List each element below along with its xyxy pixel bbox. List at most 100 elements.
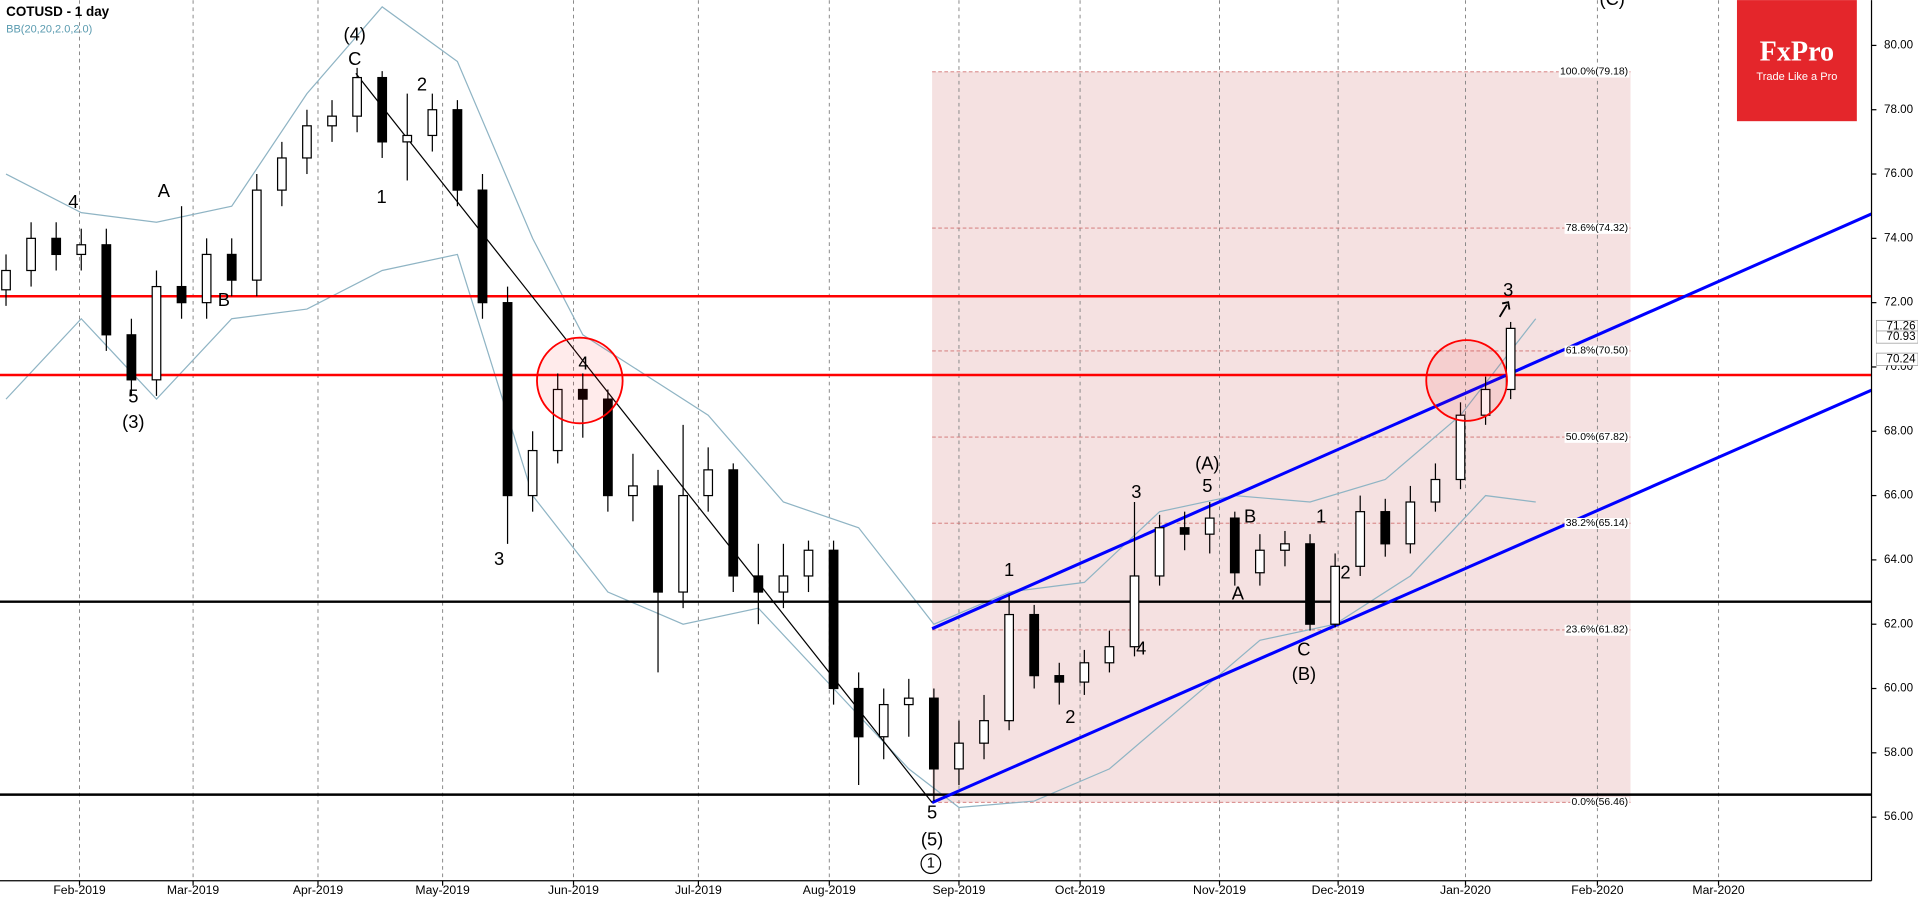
candle-body	[527, 449, 538, 497]
wave-label: B	[1244, 505, 1256, 526]
x-tick-label: Aug-2019	[803, 883, 856, 897]
wave-label: B	[218, 289, 230, 310]
y-tick-label: 58.00	[1884, 746, 1913, 759]
candle-body	[1054, 675, 1065, 683]
candle-body	[1430, 478, 1441, 503]
candle-body	[653, 485, 663, 593]
x-tick-label: Nov-2019	[1193, 883, 1246, 897]
candle-body	[828, 549, 839, 690]
candle-body	[878, 703, 889, 738]
wave-label: 3	[1131, 481, 1141, 502]
price-tag-label: 70.93	[1886, 330, 1915, 343]
candle-body	[703, 469, 714, 497]
wave-label: 4	[1136, 637, 1146, 658]
wave-label: (4)	[344, 23, 366, 44]
wave-label: 1	[1316, 505, 1326, 526]
candle-body	[753, 575, 764, 593]
x-tick-label: Dec-2019	[1312, 883, 1365, 897]
wave-label: (C)	[1599, 0, 1624, 9]
y-tick-label: 68.00	[1884, 424, 1913, 437]
y-tick-label: 76.00	[1884, 167, 1913, 180]
band-lower	[5, 253, 1536, 809]
candle-body	[954, 742, 964, 770]
wave-label: A	[158, 180, 171, 201]
fib-label: 0.0%(56.46)	[1572, 797, 1629, 808]
candle-body	[678, 494, 688, 593]
logo-brand: FxPro	[1760, 36, 1834, 67]
wave-label: C	[1297, 639, 1310, 660]
candle-body	[602, 398, 613, 497]
logo-box	[1736, 0, 1857, 122]
arrow	[1498, 301, 1511, 318]
y-tick-label: 80.00	[1884, 38, 1913, 51]
wave-label: 1	[927, 856, 935, 872]
price-tag-label: 71.26	[1886, 320, 1915, 333]
candle-body	[176, 285, 187, 304]
circled-wave	[920, 853, 942, 875]
candle-body	[201, 253, 212, 304]
wave-label: 3	[1503, 279, 1513, 300]
wave-label: (A)	[1195, 453, 1219, 474]
price-tag	[1876, 352, 1918, 366]
x-tick-label: Oct-2019	[1055, 883, 1105, 897]
candle-body	[1405, 501, 1416, 545]
candle-body	[1505, 327, 1516, 391]
x-tick-label: Sep-2019	[932, 883, 985, 897]
candle-body	[1254, 549, 1265, 574]
candle-body	[1380, 511, 1391, 545]
x-tick-label: Mar-2019	[167, 883, 219, 897]
fib-label-bg	[1564, 345, 1630, 357]
price-tag	[1876, 330, 1918, 344]
trend-line	[931, 212, 1872, 631]
wave-label: (B)	[1292, 663, 1316, 684]
candle-body	[728, 469, 739, 577]
candle-body	[452, 109, 463, 191]
wave-label: 2	[1340, 562, 1350, 583]
x-tick-label: Jan-2020	[1440, 883, 1491, 897]
y-tick-label: 60.00	[1884, 682, 1913, 695]
candle-body	[1004, 613, 1015, 722]
candle-body	[903, 697, 914, 706]
wave-label: (3)	[122, 411, 144, 432]
candle-body	[251, 189, 262, 281]
x-tick-label: Apr-2019	[293, 883, 343, 897]
candle-body	[151, 285, 162, 381]
candle-body	[352, 76, 362, 117]
fib-label: 78.6%(74.32)	[1566, 223, 1628, 234]
plot-area	[0, 0, 1872, 881]
wave-label: 4	[578, 352, 588, 373]
x-tick-label: Feb-2020	[1571, 883, 1624, 897]
candle-body	[226, 253, 237, 281]
candle-body	[502, 302, 513, 497]
x-tick-label: Feb-2019	[53, 883, 106, 897]
candle-body	[1129, 575, 1140, 648]
candle-body	[1280, 543, 1290, 551]
candle-body	[327, 115, 337, 127]
wave-label: 4	[68, 191, 78, 212]
fib-label: 100.0%(79.18)	[1560, 67, 1628, 78]
y-tick-label: 62.00	[1884, 617, 1913, 630]
x-tick-label: Jun-2019	[548, 883, 599, 897]
x-tick-label: Jul-2019	[675, 883, 722, 897]
wave-label: 3	[494, 548, 504, 569]
wave-label: (5)	[921, 828, 943, 849]
candle-body	[26, 237, 36, 272]
fib-label: 61.8%(70.50)	[1566, 346, 1628, 357]
candle-body	[778, 575, 789, 593]
symbol: COTUSD - 1 day	[6, 4, 110, 19]
wave-label: 5	[128, 385, 138, 406]
fib-label-bg	[1564, 517, 1630, 529]
candle-body	[477, 189, 488, 304]
fib-label: 23.6%(61.82)	[1566, 625, 1628, 636]
trend-line	[931, 388, 1872, 805]
highlight-circle	[1425, 339, 1508, 422]
candle-body	[979, 720, 989, 744]
candle-body	[76, 244, 87, 256]
candle-body	[302, 125, 312, 159]
wave-label: 2	[417, 74, 427, 95]
wave-label: 2	[1065, 706, 1075, 727]
fib-label-bg	[1564, 624, 1630, 636]
candle-body	[427, 109, 438, 137]
fib-label-bg	[1564, 222, 1630, 234]
candle-body	[803, 549, 814, 577]
